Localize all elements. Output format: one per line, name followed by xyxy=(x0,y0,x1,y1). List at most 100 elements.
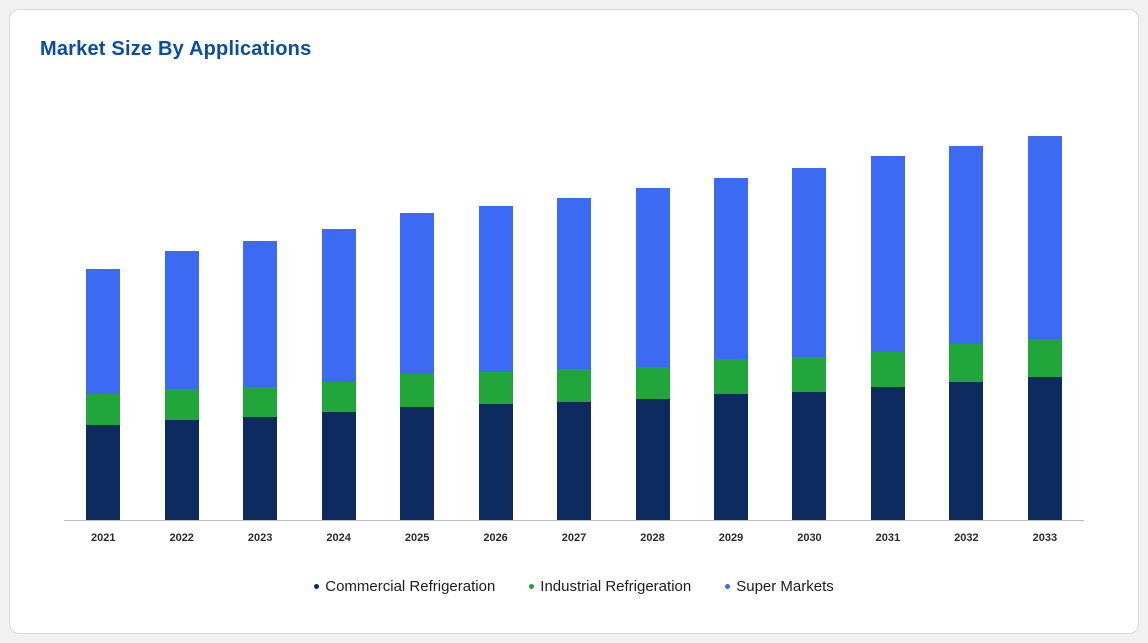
x-axis-labels: 2021 2022 2023 2024 2025 2026 2027 2028 2029 2030… xyxy=(64,528,1084,546)
legend-label: Super Markets xyxy=(736,578,834,595)
x-axis-tick-label: 2025 xyxy=(404,532,430,544)
bar-segment xyxy=(243,241,278,387)
bar-slot xyxy=(927,119,1005,520)
bar-segment xyxy=(243,386,278,417)
legend: Commercial Refrigeration Industrial Refri… xyxy=(40,578,1108,595)
bar-segment xyxy=(1027,135,1062,340)
x-axis-tick-label: 2033 xyxy=(1032,532,1058,544)
bar-segment xyxy=(400,213,435,375)
x-axis-tick-label: 2031 xyxy=(875,532,901,544)
x-axis-tick-label: 2028 xyxy=(640,532,665,544)
bar-slot xyxy=(456,119,534,520)
legend-item[interactable]: Industrial Refrigeration xyxy=(529,578,691,595)
bar-segment xyxy=(164,389,199,420)
bar-segment xyxy=(1027,339,1062,377)
x-axis-tick-label: 2027 xyxy=(561,532,587,544)
x-axis-tick-label: 2024 xyxy=(326,532,351,544)
bar-segment xyxy=(949,344,984,382)
x-axis-label-slot: 2029 xyxy=(692,528,770,546)
bar-segment xyxy=(86,424,121,520)
stacked-bar-2023 xyxy=(243,241,278,520)
bar-segment xyxy=(635,188,670,367)
stacked-bar-2032 xyxy=(949,145,984,520)
stacked-bar-2022 xyxy=(164,251,199,520)
stacked-bar-2025 xyxy=(400,213,435,520)
bar-segment xyxy=(86,268,121,395)
stacked-bar-2030 xyxy=(792,168,827,520)
stacked-bar-2031 xyxy=(870,155,905,520)
x-axis-label-slot: 2030 xyxy=(770,528,848,546)
x-axis-label-slot: 2028 xyxy=(613,528,691,546)
x-axis-tick-label: 2022 xyxy=(169,532,194,544)
stacked-bar-2021 xyxy=(86,268,121,520)
stacked-bar-2028 xyxy=(635,188,670,520)
x-axis-label-slot: 2023 xyxy=(221,528,299,546)
legend-item[interactable]: Commercial Refrigeration xyxy=(314,578,495,595)
bar-segment xyxy=(949,145,984,345)
bar-segment xyxy=(792,391,827,520)
bar-segment xyxy=(713,359,748,395)
x-axis-tick-label: 2021 xyxy=(90,532,116,544)
plot-area xyxy=(64,119,1084,521)
chart-card: Market Size By Applications 2021 2022 2023… xyxy=(9,9,1139,634)
bar-segment xyxy=(243,417,278,520)
legend-item[interactable]: Super Markets xyxy=(725,578,834,595)
bar-segment xyxy=(478,371,513,405)
stacked-bar-2033 xyxy=(1027,135,1062,520)
stacked-bar-chart: 2021 2022 2023 2024 2025 2026 2027 2028 2029 2030… xyxy=(40,119,1108,546)
x-axis-tick-label: 2029 xyxy=(718,532,744,544)
bar-segment xyxy=(713,178,748,360)
x-axis-label-slot: 2027 xyxy=(535,528,613,546)
x-axis-tick-label: 2026 xyxy=(483,532,508,544)
bar-segment xyxy=(478,404,513,520)
legend-dot-icon xyxy=(725,584,731,589)
bar-segment xyxy=(635,399,670,520)
bar-slot xyxy=(692,119,770,520)
bar-segment xyxy=(86,394,121,425)
bar-segment xyxy=(400,374,435,407)
stacked-bar-2027 xyxy=(557,198,592,520)
bar-segment xyxy=(164,251,199,390)
x-axis-tick-label: 2030 xyxy=(797,532,822,544)
bar-segment xyxy=(792,356,827,392)
stacked-bar-2029 xyxy=(713,178,748,520)
bar-segment xyxy=(478,205,513,372)
chart-title: Market Size By Applications xyxy=(40,38,312,60)
bar-segment xyxy=(1027,376,1062,520)
stacked-bar-2026 xyxy=(478,205,513,520)
bar-slot xyxy=(142,119,220,520)
x-axis-label-slot: 2024 xyxy=(299,528,377,546)
legend-label: Industrial Refrigeration xyxy=(540,578,692,595)
bar-slot xyxy=(64,119,142,520)
bar-segment xyxy=(792,168,827,357)
x-axis-label-slot: 2032 xyxy=(927,528,1005,546)
legend-dot-icon xyxy=(314,584,320,589)
bar-segment xyxy=(949,381,984,520)
bar-segment xyxy=(557,369,592,402)
bar-segment xyxy=(870,155,905,352)
bar-segment xyxy=(870,351,905,387)
bar-slot xyxy=(1006,119,1084,520)
bar-slot xyxy=(221,119,299,520)
bar-segment xyxy=(164,419,199,520)
bar-slot xyxy=(378,119,456,520)
bar-slot xyxy=(299,119,377,520)
bar-segment xyxy=(321,228,356,382)
bar-slot xyxy=(849,119,927,520)
bar-slot xyxy=(613,119,691,520)
legend-dot-icon xyxy=(529,584,535,589)
legend-label: Commercial Refrigeration xyxy=(325,578,496,595)
bar-slot xyxy=(770,119,848,520)
x-axis-label-slot: 2026 xyxy=(456,528,534,546)
bar-segment xyxy=(400,406,435,520)
bar-segment xyxy=(557,198,592,370)
x-axis-label-slot: 2022 xyxy=(142,528,220,546)
x-axis-tick-label: 2032 xyxy=(954,532,979,544)
bar-segment xyxy=(713,394,748,520)
bar-segment xyxy=(557,401,592,520)
bar-slot xyxy=(535,119,613,520)
x-axis-label-slot: 2033 xyxy=(1006,528,1084,546)
bar-segment xyxy=(870,386,905,520)
x-axis-label-slot: 2031 xyxy=(849,528,927,546)
bar-segment xyxy=(321,411,356,520)
